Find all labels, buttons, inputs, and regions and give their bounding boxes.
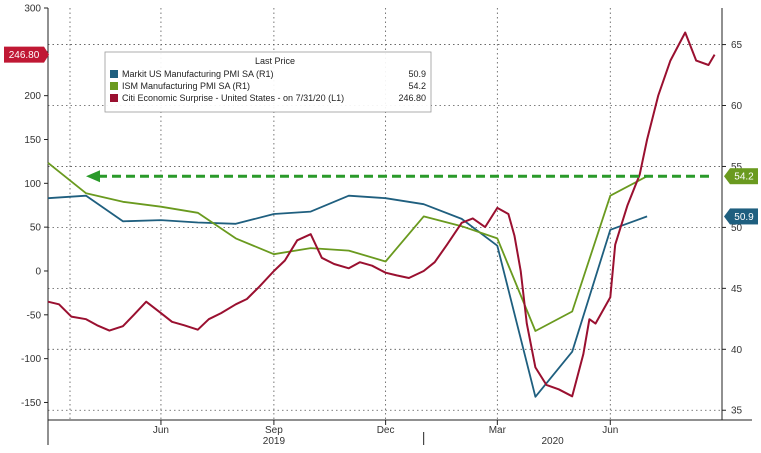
- left-value-badge-label: 246.80: [9, 50, 40, 61]
- left-tick-label: -150: [21, 398, 41, 409]
- right-value-badge-label: 50.9: [734, 212, 754, 223]
- right-tick-label: 45: [731, 284, 743, 295]
- left-tick-label: -100: [21, 354, 41, 365]
- right-tick-label: 50: [731, 223, 743, 234]
- legend-swatch: [110, 82, 118, 90]
- right-tick-label: 65: [731, 40, 743, 51]
- legend-box: [104, 51, 432, 113]
- reference-arrow-head: [86, 170, 100, 183]
- left-tick-label: 200: [24, 91, 41, 102]
- right-tick-label: 60: [731, 101, 743, 112]
- legend-swatch: [110, 94, 118, 102]
- left-tick-label: -50: [27, 310, 42, 321]
- legend-label: Markit US Manufacturing PMI SA (R1): [122, 69, 274, 79]
- reference-line-group: [86, 170, 710, 183]
- left-tick-label: 100: [24, 179, 41, 190]
- series-line-2: [47, 162, 648, 332]
- legend-label: Citi Economic Surprise - United States -…: [122, 93, 344, 103]
- left-value-badge: [4, 46, 44, 63]
- x-year-label: 2019: [263, 436, 286, 447]
- legend-value: 54.2: [408, 81, 426, 91]
- legend-value: 246.80: [398, 93, 426, 103]
- value-badges: 246.80 54.2 50.9: [4, 46, 758, 225]
- x-tick-label: Dec: [377, 425, 395, 436]
- right-value-badge-pointer: [724, 208, 730, 225]
- axes: 300250200150100500-50-100-15065605550454…: [21, 4, 752, 447]
- legend: Last Price Markit US Manufacturing PMI SA…: [104, 51, 432, 113]
- right-value-badge-pointer: [724, 168, 730, 185]
- left-tick-label: 0: [35, 266, 41, 277]
- series-lines: [47, 31, 716, 398]
- left-value-badge-pointer: [44, 46, 49, 63]
- x-year-label: 2020: [541, 436, 564, 447]
- x-tick-label: Mar: [489, 425, 507, 436]
- left-tick-label: 50: [30, 223, 42, 234]
- legend-swatch: [110, 70, 118, 78]
- x-tick-label: Jun: [602, 425, 618, 436]
- x-tick-label: Jun: [153, 425, 169, 436]
- legend-value: 50.9: [408, 69, 426, 79]
- x-tick-label: Sep: [265, 425, 283, 436]
- right-tick-label: 35: [731, 406, 743, 417]
- legend-label: ISM Manufacturing PMI SA (R1): [122, 81, 250, 91]
- series-line-1: [47, 194, 648, 398]
- left-tick-label: 300: [24, 4, 41, 15]
- right-tick-label: 40: [731, 345, 743, 356]
- right-tick-label: 55: [731, 162, 743, 173]
- series-line-3: [47, 31, 716, 398]
- left-tick-label: 150: [24, 135, 41, 146]
- right-value-badge: [730, 208, 758, 225]
- legend-title: Last Price: [255, 56, 295, 66]
- right-value-badge: [730, 168, 758, 185]
- right-value-badge-label: 54.2: [734, 172, 754, 183]
